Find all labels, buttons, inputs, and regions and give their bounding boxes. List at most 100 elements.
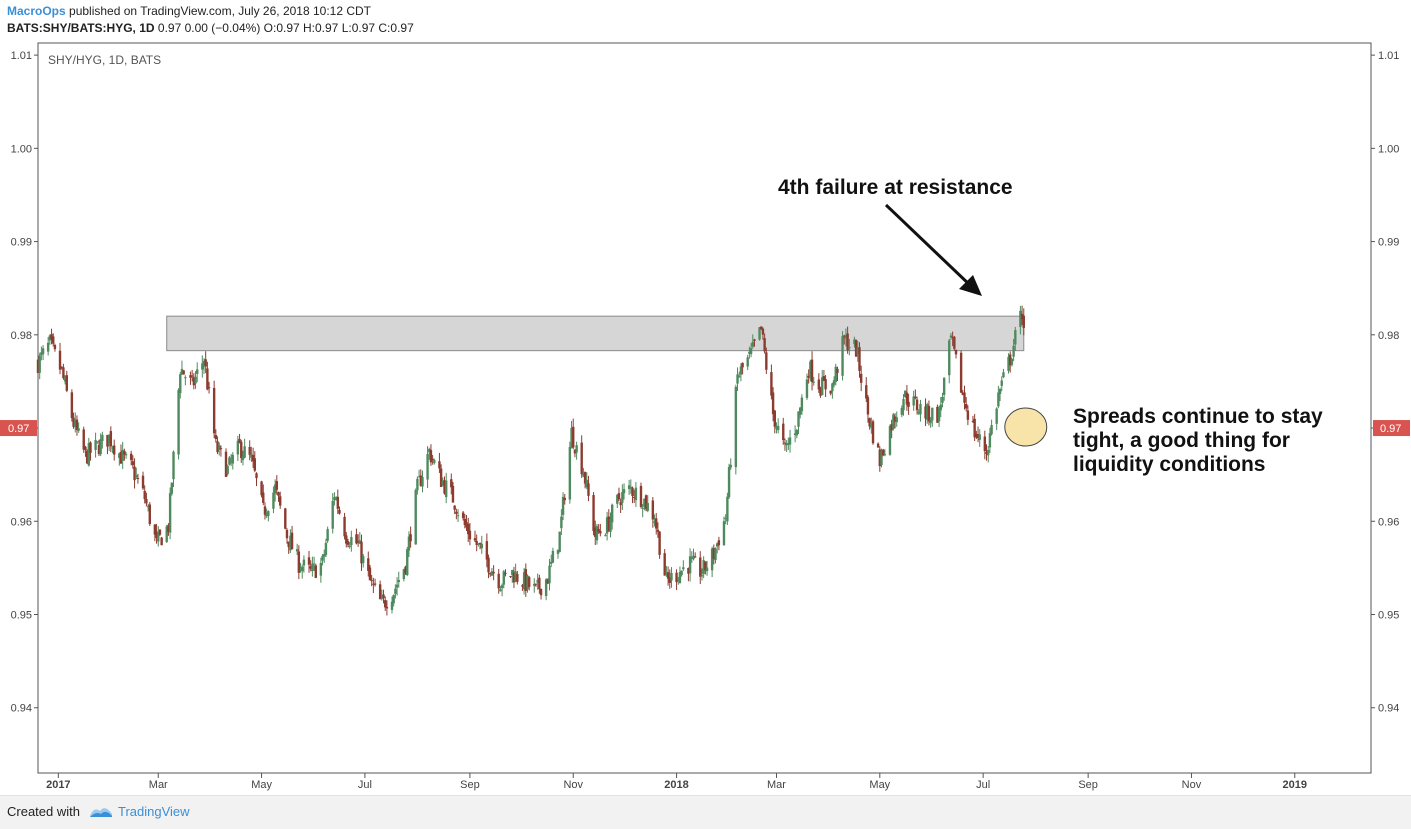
candle-body [385,606,389,609]
candle-body [573,449,577,454]
candle-body [805,379,809,398]
candle-body [724,517,727,519]
candle-body [499,589,502,592]
candle-body [644,495,648,510]
candle-body [402,569,406,580]
candle-body [475,540,478,545]
candle-body [810,359,814,383]
candle-body [533,583,536,586]
x-tick-label: 2019 [1283,779,1307,791]
author-link[interactable]: MacroOps [7,4,66,18]
candle-body [809,361,812,379]
candle-body [277,492,280,496]
candle-body [900,407,904,415]
candle-body [502,571,505,585]
candle-body [196,369,199,374]
candle-body [936,406,939,423]
candle-body [751,341,754,347]
candle-body [856,348,859,355]
candle-body [634,487,638,501]
candle-body [522,572,526,590]
candle-body [53,344,57,350]
candle-body [793,433,797,436]
candle-body [46,342,50,352]
candle-body [480,543,483,549]
candle-body [729,464,732,468]
candle-body [189,375,192,378]
candle-body [868,418,871,427]
publish-info: published on TradingView.com, July 26, 2… [69,4,371,18]
candle-body [539,588,543,596]
candle-body [580,442,583,475]
candle-body [653,521,656,523]
tradingview-brand-link[interactable]: TradingView [118,804,190,819]
candle-body [514,571,517,582]
price-chart-svg[interactable]: 1.011.000.990.980.970.960.950.94 1.011.0… [0,42,1411,794]
candle-body [89,442,92,453]
candle-body [273,484,277,494]
candle-body [844,335,848,339]
candle-body [876,443,880,448]
x-tick-label: Mar [149,779,168,791]
candle-body [511,570,514,575]
x-tick-label: Nov [563,779,583,791]
x-tick-label: Jul [358,779,372,791]
candle-body [761,328,765,335]
candle-body [360,541,363,564]
price-badge-left [0,420,37,437]
candle-body [675,572,678,583]
price-badge-left-label: 0.97 [8,423,29,435]
candle-body [663,553,666,576]
candle-body [509,576,512,578]
candle-body [610,504,614,523]
candle-body [463,518,467,525]
candle-body [397,579,400,583]
candle-body [177,389,180,455]
candle-body [87,443,91,466]
candle-body [409,534,412,542]
tradingview-logo-icon[interactable] [88,802,114,825]
candle-body [787,443,790,445]
resistance-zone [166,315,1025,352]
chart-area[interactable]: 1.011.000.990.980.970.960.950.94 1.011.0… [0,42,1411,794]
annotation-spreads-line2: tight, a good thing for [1073,429,1290,452]
candle-body [157,532,160,542]
candle-body [204,359,207,367]
candle-body [866,397,870,415]
chart-legend-label: SHY/HYG, 1D, BATS [48,53,161,67]
candle-body [41,348,45,355]
candle-body [639,485,643,507]
candle-body [419,475,422,486]
candle-body [651,500,655,520]
candle-body [433,460,436,464]
candle-body [643,498,646,507]
candle-body [84,446,87,450]
candle-body [1012,345,1015,357]
candle-body [627,485,631,490]
candle-body [1007,356,1010,371]
candle-body [990,425,993,435]
candle-body [461,512,465,519]
candle-body [487,557,490,573]
candle-body [485,541,489,560]
candle-body [716,543,719,547]
candle-body [748,351,751,354]
candle-body [133,466,136,481]
annotation-resistance: 4th failure at resistance [778,176,1013,199]
y-tick-label-right: 1.01 [1378,50,1399,62]
candle-body [734,386,738,468]
candle-body [312,563,316,565]
candle-body [226,466,229,474]
candle-body [819,388,822,396]
candle-body [524,569,528,591]
y-axis-left: 1.01 1.00 0.99 0.98 0.97 0.96 0.95 0.94 [11,50,38,715]
candle-body [682,567,685,570]
candle-body [666,572,670,579]
candle-body [121,450,124,461]
candle-body [710,548,714,571]
candle-body [926,404,929,420]
candle-body [504,572,507,574]
candle-body [319,562,323,576]
candle-body [572,426,575,448]
candle-body [821,377,824,396]
